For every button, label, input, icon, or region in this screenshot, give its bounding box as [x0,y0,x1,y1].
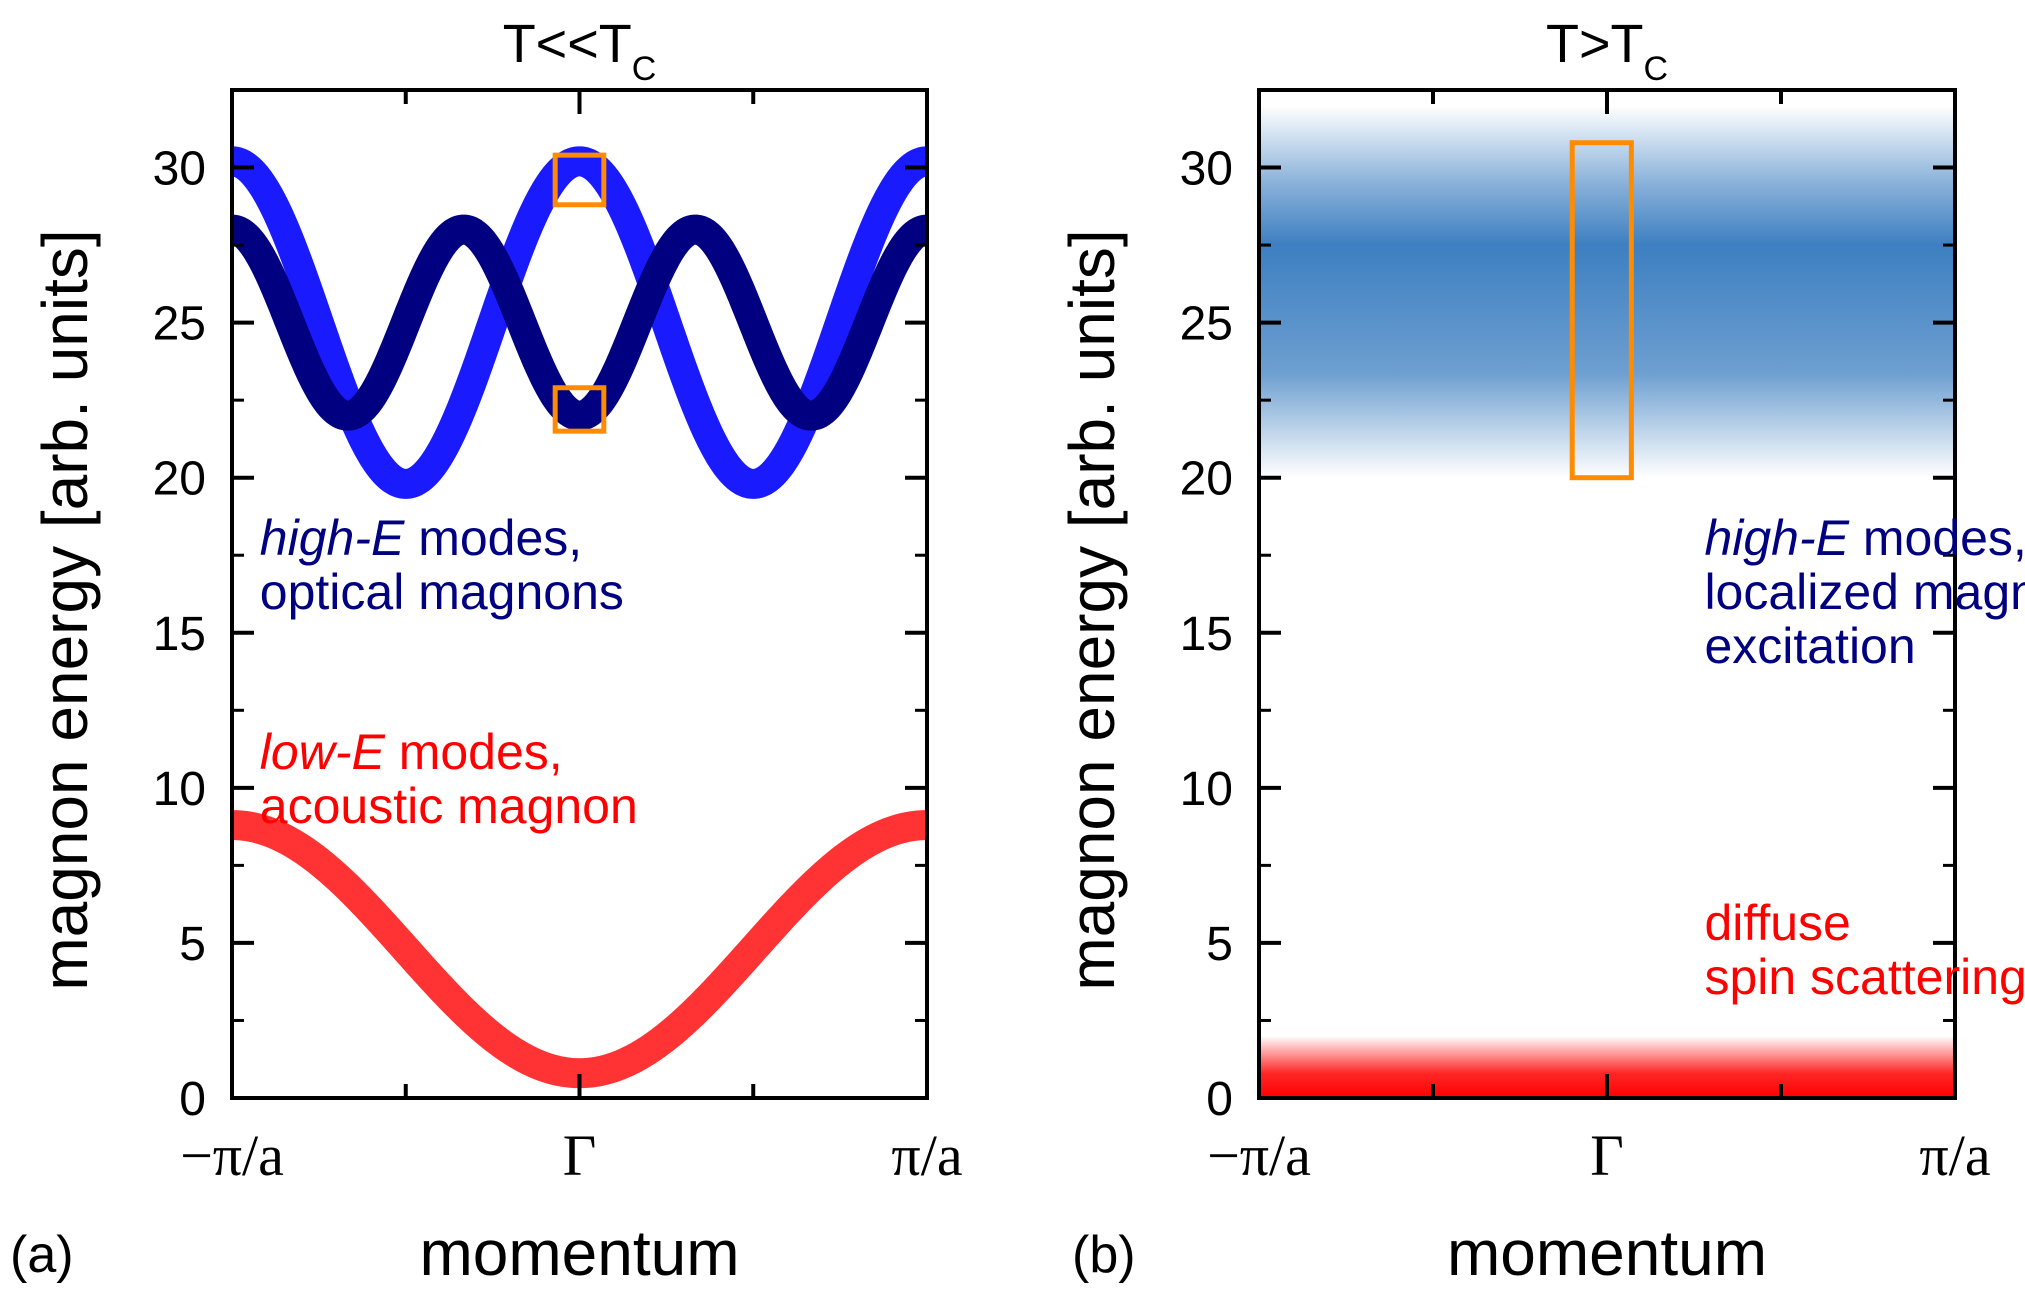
localized-excitation-band [1259,105,1955,478]
annotation-italic: high-E [1704,510,1849,566]
y-tick-label: 0 [179,1073,206,1126]
y-tick-label: 0 [1206,1073,1233,1126]
optical-magnon-curve [232,214,927,431]
annotation-line: high-E modes, [260,510,582,566]
x-axis-title: momentum [1447,1217,1767,1289]
annotation-text: optical magnons [260,564,624,620]
annotation-text: spin scattering [1704,949,2025,1005]
annotation-b-high: high-E modes,localized magneticexcitatio… [1704,510,2025,674]
y-tick-label: 15 [1180,608,1233,661]
x-tick-label: π/a [1919,1123,1990,1188]
y-tick-label: 30 [1180,143,1233,196]
y-tick-label: 5 [1206,918,1233,971]
y-tick-label: 20 [153,453,206,506]
annotation-line: acoustic magnon [260,778,638,834]
annotation-text: diffuse [1704,895,1850,951]
annotation-line: low-E modes, [260,724,563,780]
title-sub: C [632,50,657,88]
title-sub: C [1643,50,1668,88]
annotation-line: high-E modes, [1704,510,2025,566]
annotation-text: localized magnetic [1704,564,2025,620]
y-tick-label: 15 [153,608,206,661]
panel-letter: (b) [1072,1226,1136,1284]
acoustic-magnon-curve [232,810,927,1089]
y-tick-label: 10 [1180,763,1233,816]
annotation-text: modes, [404,510,582,566]
annotation-line: diffuse [1704,895,1850,951]
y-tick-label: 25 [1180,298,1233,351]
annotation-text: acoustic magnon [260,778,638,834]
y-tick-label: 25 [153,298,206,351]
title-main: T<<T [503,14,632,74]
b-annotations: high-E modes,localized magneticexcitatio… [1704,510,2025,1005]
annotation-italic: high-E [260,510,405,566]
annotation-a-low: low-E modes, acoustic magnon [260,724,638,834]
y-tick-label: 20 [1180,453,1233,506]
y-axis-title: magnon energy [arb. units] [29,229,101,990]
highlight-box [552,152,607,208]
x-tick-label: −π/a [180,1123,284,1188]
panel-title: T<<TC [503,14,657,88]
annotation-line: localized magnetic [1704,564,2025,620]
a-boxes [552,152,607,434]
panel-letter: (a) [10,1226,74,1284]
y-tick-label: 30 [153,143,206,196]
annotation-italic: low-E [260,724,386,780]
annotation-text: excitation [1704,618,1915,674]
x-axis-title: momentum [419,1217,739,1289]
highlight-box [552,385,607,434]
annotation-line: optical magnons [260,564,624,620]
x-tick-label: −π/a [1207,1123,1311,1188]
x-tick-label: π/a [891,1123,962,1188]
annotation-b-low: diffuse spin scattering [1704,895,2025,1005]
annotation-line: excitation [1704,618,1915,674]
b-boxes [1569,140,1634,481]
panel-title: T>TC [1546,14,1668,88]
title-main: T>T [1546,14,1644,74]
annotation-a-high: high-E modes, optical magnons [260,510,624,620]
highlight-box [1569,140,1634,481]
annotation-text: modes, [385,724,563,780]
y-tick-label: 10 [153,763,206,816]
x-tick-label: Γ [563,1123,597,1188]
annotation-line: spin scattering [1704,949,2025,1005]
x-tick-label: Γ [1590,1123,1624,1188]
y-tick-label: 5 [179,918,206,971]
annotation-text: modes, [1849,510,2025,566]
optical-magnon-curve [232,146,927,499]
a-curves [232,146,927,1089]
y-axis-title: magnon energy [arb. units] [1056,229,1128,990]
